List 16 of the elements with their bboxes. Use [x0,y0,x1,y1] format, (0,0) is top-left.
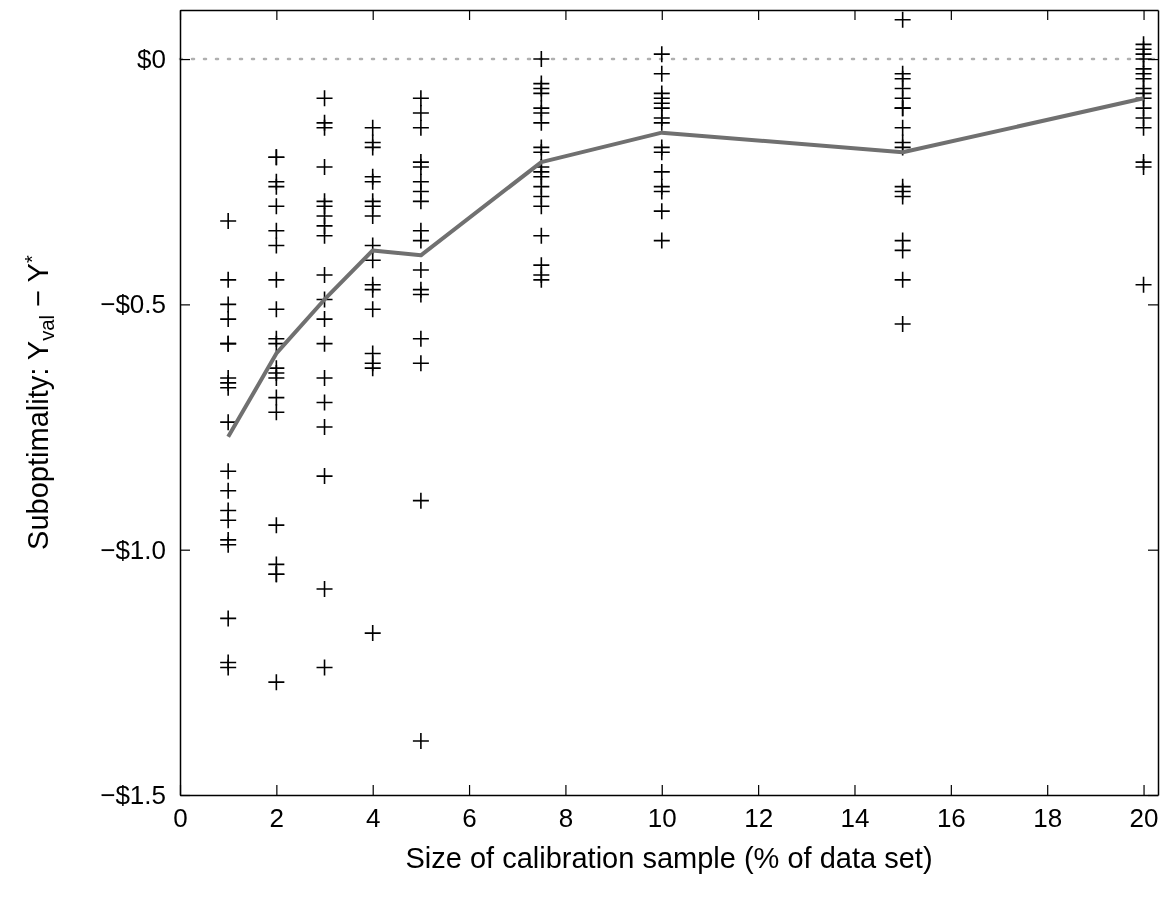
x-tick-label: 18 [1033,803,1063,834]
x-tick-label: 4 [365,803,381,834]
x-tick-label: 10 [647,803,677,834]
x-tick-label: 2 [269,803,285,834]
y-tick-label: −$1.0 [100,534,166,565]
y-tick-label: −$1.5 [100,779,166,810]
x-tick-label: 14 [840,803,870,834]
y-tick-label: −$0.5 [100,289,166,320]
y-tick-label: $0 [137,43,166,74]
x-tick-label: 12 [744,803,774,834]
x-tick-label: 8 [558,803,574,834]
x-axis-title: Size of calibration sample (% of data set) [405,842,933,874]
x-tick-label: 16 [936,803,966,834]
x-tick-label: 0 [173,803,188,834]
x-tick-label: 20 [1129,803,1159,834]
x-tick-label: 6 [462,803,477,834]
